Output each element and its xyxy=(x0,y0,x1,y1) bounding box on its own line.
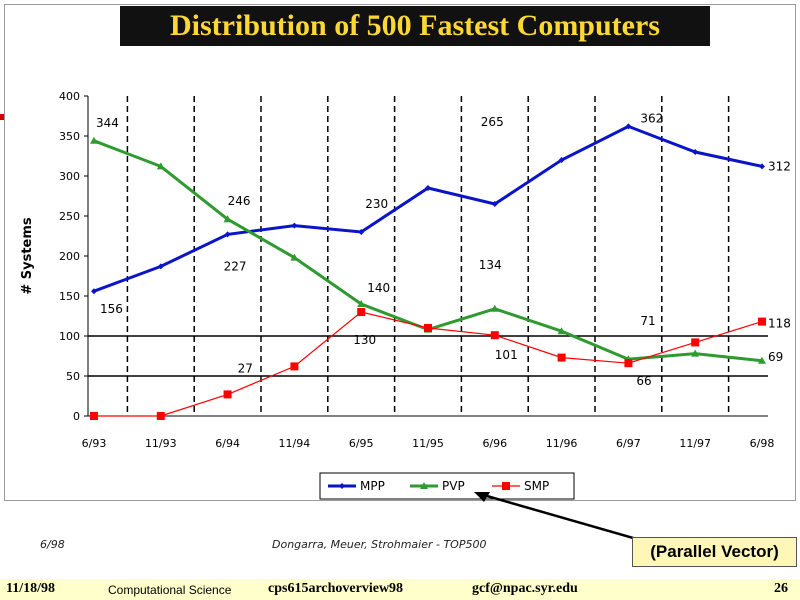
footer-page: 26 xyxy=(774,581,788,596)
x-tick-label: 6/94 xyxy=(215,437,240,450)
point-mpp xyxy=(759,163,765,170)
x-tick-label: 11/93 xyxy=(145,437,177,450)
footer-bar xyxy=(0,579,800,600)
point-pvp xyxy=(490,304,499,312)
legend-marker-smp xyxy=(502,482,510,490)
legend-marker-pvp xyxy=(420,482,428,489)
point-smp xyxy=(624,359,633,368)
point-mpp xyxy=(157,263,164,270)
data-label-smp: 101 xyxy=(495,348,518,362)
data-label-mpp: 156 xyxy=(100,302,123,316)
y-tick-label: 250 xyxy=(59,210,80,223)
y-tick-label: 50 xyxy=(66,370,80,383)
point-mpp xyxy=(558,157,565,163)
x-tick-label: 6/95 xyxy=(349,437,374,450)
point-mpp xyxy=(291,222,298,229)
point-smp xyxy=(357,308,366,316)
x-tick-label: 6/93 xyxy=(82,437,107,450)
point-pvp xyxy=(223,215,232,223)
data-label-smp: 66 xyxy=(636,374,651,388)
point-mpp xyxy=(625,123,632,130)
y-tick-label: 300 xyxy=(59,170,80,183)
data-label-mpp: 227 xyxy=(224,259,247,273)
point-pvp xyxy=(156,162,165,170)
footer-email: gcf@npac.syr.edu xyxy=(472,581,578,596)
y-tick-label: 100 xyxy=(59,330,80,343)
x-tick-label: 11/97 xyxy=(679,437,711,450)
chart-frame xyxy=(4,4,796,501)
point-pvp xyxy=(691,349,700,357)
data-label-smp: 118 xyxy=(768,317,791,331)
y-tick-label: 400 xyxy=(59,90,80,103)
legend-box xyxy=(319,472,575,500)
y-tick-label: 150 xyxy=(59,290,80,303)
date-note: 6/98 xyxy=(40,538,65,551)
point-smp xyxy=(557,353,566,362)
data-label-pvp: 246 xyxy=(228,194,251,208)
source-note: Dongarra, Meuer, Strohmaier - TOP500 xyxy=(272,538,487,551)
point-pvp xyxy=(290,253,299,261)
data-label-mpp: 362 xyxy=(640,111,663,125)
callout-arrow-head xyxy=(474,492,490,502)
data-label-pvp: 134 xyxy=(479,258,502,272)
point-smp xyxy=(424,324,432,332)
legend-label-smp: SMP xyxy=(524,479,549,493)
data-label-pvp: 69 xyxy=(768,350,783,364)
parallel-vector-callout: (Parallel Vector) xyxy=(632,537,797,567)
x-tick-label: 11/94 xyxy=(279,437,311,450)
legend-label-pvp: PVP xyxy=(442,479,465,493)
data-label-smp: 27 xyxy=(238,361,253,375)
y-tick-label: 0 xyxy=(73,410,80,423)
footer-course: Computational Science xyxy=(108,583,232,597)
point-smp xyxy=(490,331,499,340)
point-smp xyxy=(90,412,98,420)
x-tick-label: 6/96 xyxy=(482,437,507,450)
data-label-smp: 130 xyxy=(353,333,376,347)
point-smp xyxy=(758,317,766,326)
point-smp xyxy=(290,362,299,371)
x-tick-label: 11/96 xyxy=(546,437,578,450)
footer-date: 11/18/98 xyxy=(6,581,56,596)
point-pvp xyxy=(758,356,766,364)
legend-marker-mpp xyxy=(339,483,345,489)
y-tick-label: 350 xyxy=(59,130,80,143)
slide-edge-mark xyxy=(0,114,4,120)
legend-label-mpp: MPP xyxy=(360,479,385,493)
point-smp xyxy=(223,390,232,399)
data-label-mpp: 265 xyxy=(481,115,504,129)
point-mpp xyxy=(425,185,431,191)
point-mpp xyxy=(224,231,231,238)
point-pvp xyxy=(90,136,98,144)
data-label-mpp: 230 xyxy=(365,197,388,211)
point-mpp xyxy=(491,201,498,207)
point-smp xyxy=(691,338,700,347)
point-mpp xyxy=(358,229,365,235)
x-tick-label: 11/95 xyxy=(412,437,444,450)
point-pvp xyxy=(357,300,366,307)
data-label-pvp: 71 xyxy=(640,314,655,328)
point-mpp xyxy=(91,288,97,295)
data-label-pvp: 140 xyxy=(367,281,390,295)
slide-title: Distribution of 500 Fastest Computers xyxy=(120,6,710,46)
point-smp xyxy=(156,412,165,420)
x-tick-label: 6/98 xyxy=(750,437,775,450)
y-axis-label: # Systems xyxy=(20,217,35,295)
callout-arrow xyxy=(479,492,641,542)
x-tick-label: 6/97 xyxy=(616,437,641,450)
data-label-pvp: 344 xyxy=(96,116,119,130)
point-pvp xyxy=(557,327,566,335)
y-tick-label: 200 xyxy=(59,250,80,263)
footer-file: cps615archoverview98 xyxy=(268,581,404,596)
point-mpp xyxy=(692,149,699,155)
data-label-mpp: 312 xyxy=(768,159,791,173)
